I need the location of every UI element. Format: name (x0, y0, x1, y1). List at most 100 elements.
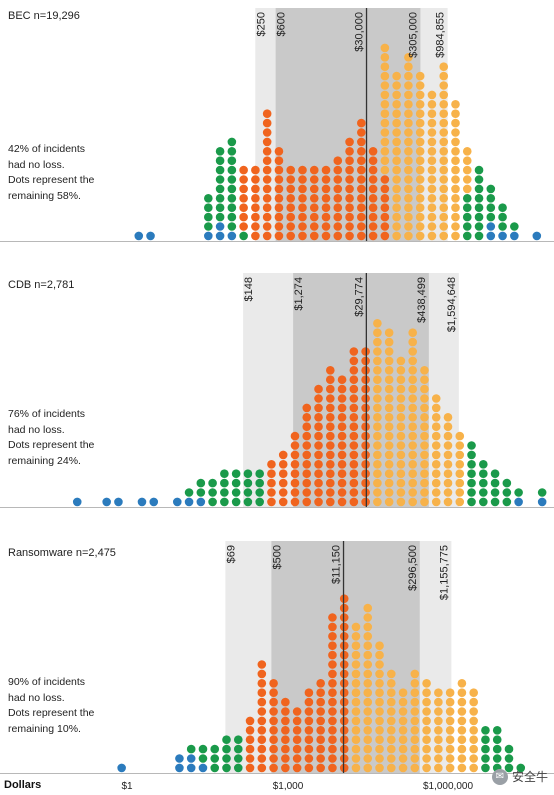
data-dot-orange (326, 422, 335, 432)
data-dot-orange (326, 394, 335, 403)
data-dot-orange (292, 726, 302, 735)
data-dot-green (492, 754, 502, 763)
data-dot-orange (292, 754, 302, 763)
data-dot-orange (345, 222, 354, 231)
data-dot-yellow (373, 413, 382, 422)
data-dot-yellow (392, 128, 401, 137)
data-dot-yellow (415, 90, 425, 100)
data-dot-orange (339, 622, 349, 632)
data-dot-orange (337, 422, 347, 432)
data-dot-yellow (439, 62, 449, 71)
data-dot-yellow (351, 679, 361, 688)
data-dot-orange (357, 118, 366, 128)
data-dot-yellow (408, 450, 417, 460)
data-dot-orange (278, 450, 288, 460)
data-dot-orange (292, 716, 302, 726)
data-dot-green (462, 203, 472, 212)
data-dot-orange (321, 165, 331, 175)
data-dot-orange (345, 231, 354, 241)
data-dot-orange (298, 203, 307, 212)
data-dot-yellow (386, 707, 396, 716)
data-dot-yellow (455, 460, 465, 469)
data-dot-blue (196, 497, 206, 507)
data-dot-green (198, 744, 208, 754)
data-dot-yellow (431, 488, 441, 497)
data-dot-yellow (351, 641, 361, 650)
data-dot-orange (314, 460, 323, 469)
data-dot-orange (328, 660, 337, 669)
data-dot-green (492, 735, 502, 744)
data-dot-orange (357, 212, 366, 222)
data-dot-green (227, 194, 237, 203)
data-dot-yellow (455, 488, 465, 497)
data-dot-orange (339, 697, 349, 707)
data-dot-orange (251, 165, 260, 175)
data-dot-green (504, 763, 514, 773)
data-dot-yellow (434, 697, 443, 707)
data-dot-yellow (396, 450, 406, 460)
data-dot-yellow (396, 460, 406, 469)
data-dot-yellow (427, 212, 437, 222)
data-dot-orange (333, 222, 343, 231)
data-dot-green (474, 203, 484, 212)
data-dot-green (516, 763, 526, 773)
data-dot-orange (239, 222, 248, 231)
data-dot-orange (257, 669, 267, 679)
data-dot-yellow (398, 688, 408, 697)
data-dot-orange (274, 222, 284, 231)
percentile-label: $30,000 (354, 12, 366, 52)
data-dot-yellow (373, 403, 382, 413)
data-dot-orange (339, 754, 349, 763)
data-dot-yellow (373, 460, 382, 469)
data-dot-yellow (392, 231, 401, 241)
data-dot-orange (316, 707, 325, 716)
data-dot-green (227, 165, 237, 175)
data-dot-orange (314, 497, 323, 507)
data-dot-yellow (462, 156, 472, 165)
data-dot-orange (337, 375, 347, 385)
data-dot-green (502, 488, 512, 497)
data-dot-orange (361, 460, 370, 469)
data-dot-orange (309, 165, 319, 175)
data-dot-green (231, 488, 241, 497)
data-dot-yellow (415, 231, 425, 241)
data-dot-green (215, 203, 225, 212)
data-dot-yellow (392, 147, 401, 156)
data-dot-green (502, 478, 512, 488)
data-dot-orange (328, 697, 337, 707)
data-dot-orange (239, 212, 248, 222)
data-dot-orange (298, 175, 307, 184)
data-dot-green (481, 735, 490, 744)
data-dot-green (255, 469, 264, 479)
data-dot-yellow (457, 763, 467, 773)
data-dot-yellow (431, 450, 441, 460)
data-dot-orange (380, 231, 390, 241)
data-dot-yellow (375, 707, 384, 716)
data-dot-yellow (404, 184, 413, 194)
data-dot-green (215, 165, 225, 175)
data-dot-yellow (404, 175, 413, 184)
data-dot-yellow (408, 488, 417, 497)
data-dot-yellow (396, 403, 406, 413)
data-dot-orange (361, 347, 370, 356)
data-dot-yellow (445, 697, 455, 707)
data-dot-orange (357, 184, 366, 194)
data-dot-yellow (439, 137, 449, 147)
data-dot-orange (309, 175, 319, 184)
data-dot-green (227, 203, 237, 212)
data-dot-green (255, 497, 264, 507)
data-dot-yellow (469, 763, 478, 773)
data-dot-orange (274, 231, 284, 241)
data-dot-yellow (457, 744, 467, 754)
data-dot-orange (368, 156, 378, 165)
data-dot-orange (349, 375, 359, 385)
data-dot-green (222, 744, 231, 754)
data-dot-yellow (408, 375, 417, 385)
data-dot-orange (314, 413, 323, 422)
data-dot-green (514, 488, 523, 497)
data-dot-orange (380, 212, 390, 222)
data-dot-orange (333, 156, 343, 165)
data-dot-orange (316, 763, 325, 773)
data-dot-green (239, 231, 248, 241)
data-dot-yellow (415, 118, 425, 128)
